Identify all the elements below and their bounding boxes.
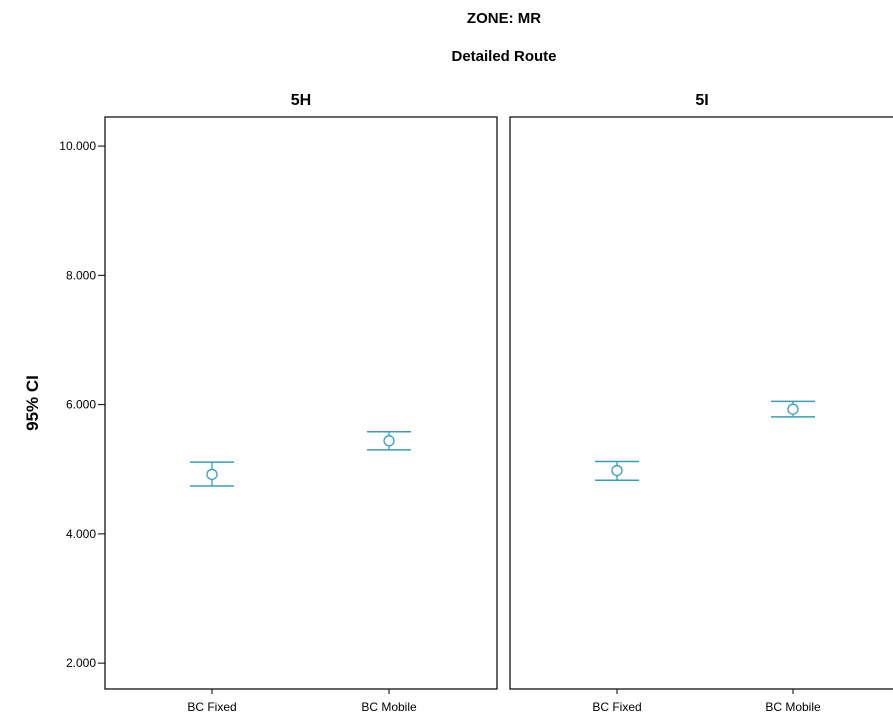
y-tick-label: 8.000 xyxy=(66,268,96,282)
y-tick-label: 2.000 xyxy=(66,656,96,670)
x-tick-label: BC Mobile xyxy=(765,700,821,714)
y-tick-label: 10.000 xyxy=(59,139,96,153)
y-tick-label: 4.000 xyxy=(66,527,96,541)
panel-header: 5H xyxy=(291,92,311,109)
panel-5i: 5I BC Fixed BC Mobile xyxy=(509,92,893,714)
y-axis: 2.000 4.000 6.000 8.000 10.000 xyxy=(59,139,105,670)
mean-marker xyxy=(611,464,623,477)
x-tick-label: BC Fixed xyxy=(187,700,236,714)
panel-frame xyxy=(104,116,498,690)
chart-title: ZONE: MR xyxy=(467,10,541,27)
panel-header: 5I xyxy=(695,92,708,109)
error-bar xyxy=(367,431,411,451)
error-bar xyxy=(771,400,815,418)
x-tick-label: BC Fixed xyxy=(592,700,641,714)
mean-marker xyxy=(787,403,799,415)
panel-frame xyxy=(509,116,893,690)
panel-5h: 5H BC Fixed BC Mobile xyxy=(104,92,498,714)
error-bar xyxy=(595,460,639,481)
error-bar xyxy=(190,461,234,487)
y-axis-label: 95% CI xyxy=(23,375,42,431)
y-tick-label: 6.000 xyxy=(66,398,96,412)
x-tick-label: BC Mobile xyxy=(361,700,417,714)
panels-group: 5H BC Fixed BC Mobile 5I BC Fixed BC Mobile xyxy=(104,92,893,714)
mean-marker xyxy=(206,468,218,481)
chart-subtitle: Detailed Route xyxy=(451,48,556,65)
mean-marker xyxy=(383,435,395,447)
